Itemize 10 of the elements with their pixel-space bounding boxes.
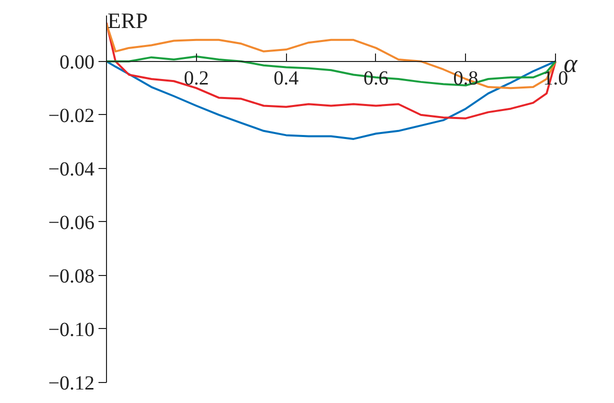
y-axis-title: ERP xyxy=(108,8,148,33)
y-tick-label: −0.06 xyxy=(48,212,94,234)
y-tick-label: −0.04 xyxy=(48,158,94,180)
x-tick-label: 0.4 xyxy=(274,67,299,90)
y-tick-label: 0.00 xyxy=(60,51,94,74)
y-tick-label: −0.10 xyxy=(48,318,94,341)
y-tick-label: −0.08 xyxy=(48,265,94,288)
y-tick-label: −0.02 xyxy=(48,104,94,127)
x-tick-label: 0.2 xyxy=(184,67,209,90)
y-tick-label: −0.12 xyxy=(48,372,94,394)
